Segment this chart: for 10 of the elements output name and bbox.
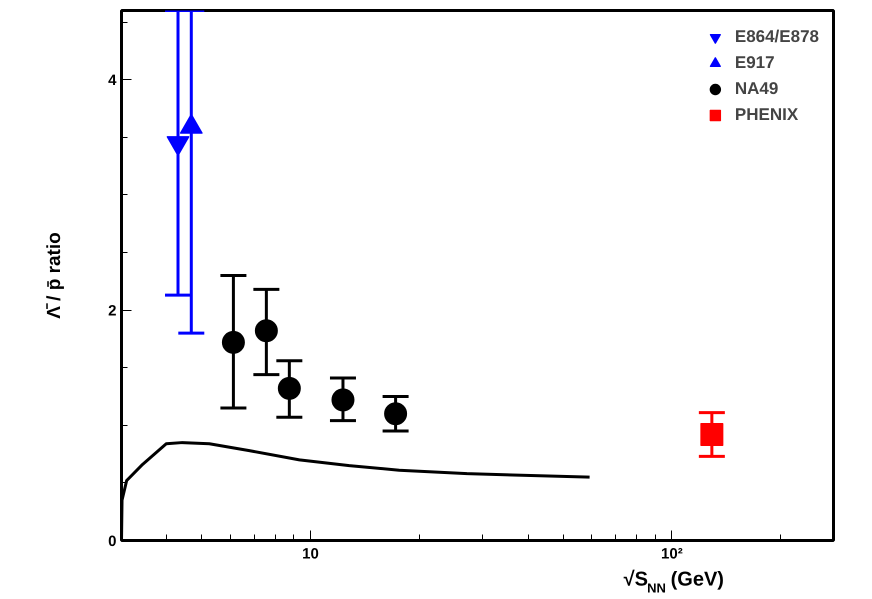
y-tick-label: 0 <box>108 533 116 550</box>
y-axis-title: Λ̄ / p̄ ratio <box>44 232 66 319</box>
legend-label: E864/E878 <box>734 27 819 47</box>
legend-label: NA49 <box>734 79 778 99</box>
x-tick-label: 10 <box>302 546 319 562</box>
legend-label: E917 <box>734 53 775 73</box>
y-tick-label: 2 <box>108 302 116 320</box>
x-tick-label: 10² <box>661 546 683 562</box>
legend-label: PHENIX <box>734 105 798 125</box>
y-tick-label: 4 <box>108 72 118 90</box>
